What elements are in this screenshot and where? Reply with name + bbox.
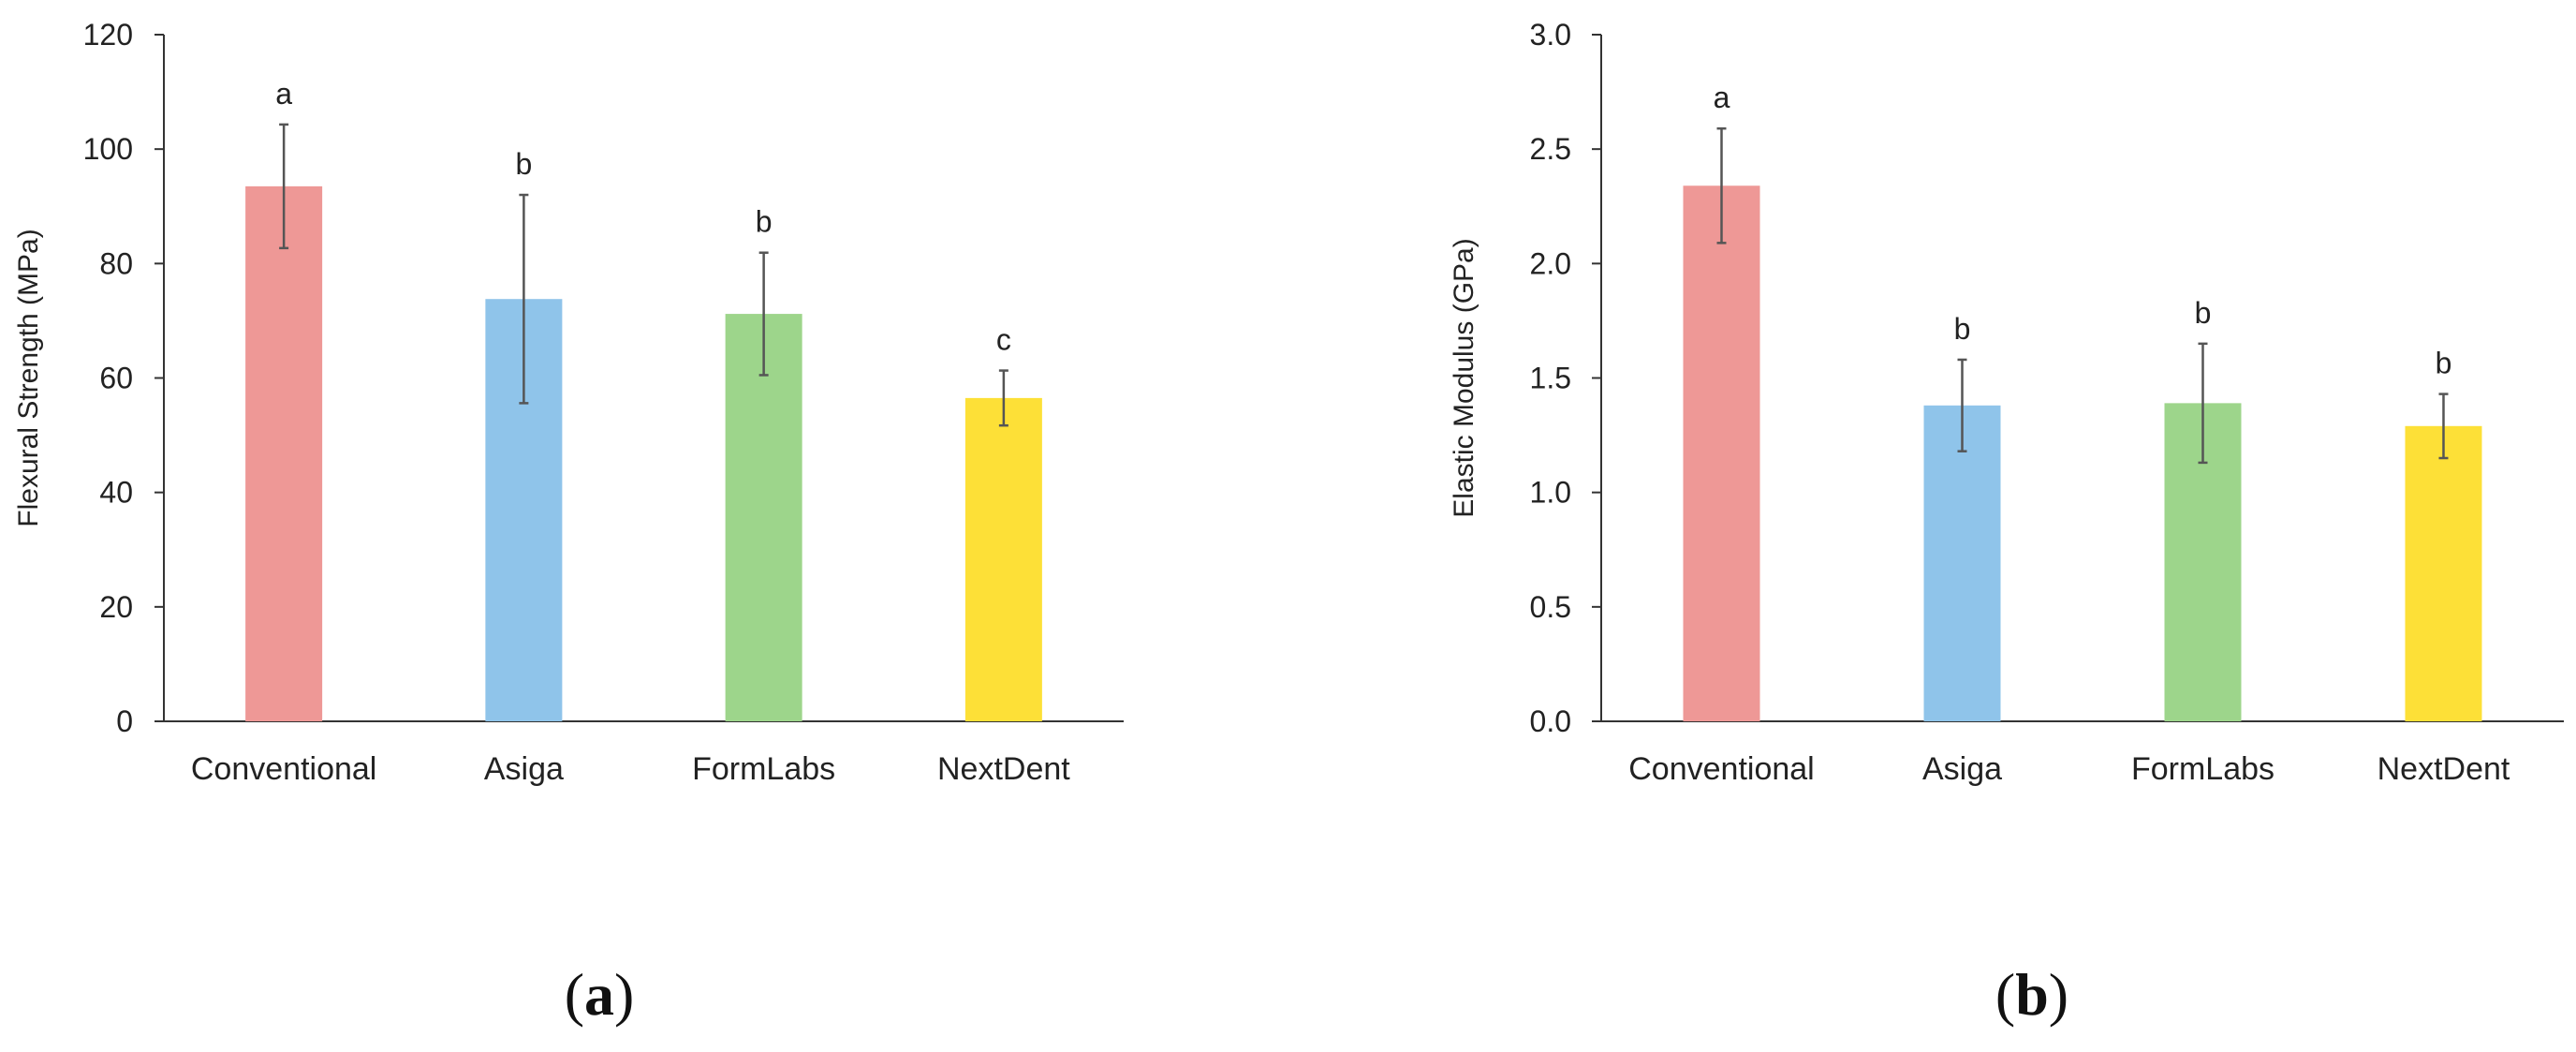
panel-b-ytick-label: 2.0: [1530, 246, 1571, 280]
panel-a-significance-formlabs: b: [756, 205, 773, 239]
panel-a-ytick-label: 20: [99, 590, 133, 624]
panel-a-category-label-asiga: Asiga: [484, 751, 564, 787]
panel-a-y-axis-title: Flexural Strength (MPa): [13, 229, 44, 526]
panel-a-bar-formlabs: [725, 314, 802, 721]
panel-a-ytick-label: 100: [83, 132, 133, 166]
panel-b-caption-letter: b: [2015, 961, 2049, 1028]
panel-a-ytick-label: 0: [116, 704, 133, 738]
panel-b-bar-conventional: [1683, 185, 1760, 721]
panel-a-significance-conventional: a: [275, 77, 292, 111]
panel-b-significance-conventional: a: [1714, 81, 1730, 114]
panel-a-bar-conventional: [245, 185, 323, 721]
panel-b-ytick-label: 1.0: [1530, 476, 1571, 510]
panel-a-ytick-label: 40: [99, 476, 133, 510]
panel-b-category-label-asiga: Asiga: [1922, 751, 2002, 787]
panel-b-category-label-formlabs: FormLabs: [2131, 751, 2274, 787]
panel-a-ytick-label: 80: [99, 246, 133, 280]
panel-b-ytick-label: 1.5: [1530, 362, 1571, 395]
panel-b-category-label-nextdent: NextDent: [2377, 751, 2510, 787]
panel-b-bar-nextdent: [2405, 425, 2482, 721]
panel-b-significance-formlabs: b: [2195, 296, 2212, 330]
panel-b-category-label-conventional: Conventional: [1628, 751, 1814, 787]
panel-b-ytick-label: 2.5: [1530, 132, 1571, 166]
panel-a-category-label-conventional: Conventional: [191, 751, 376, 787]
panel-a-ytick-label: 120: [83, 18, 133, 52]
panel-b-ytick-label: 0.5: [1530, 590, 1571, 624]
panel-b-ytick-label: 0.0: [1530, 704, 1571, 738]
panel-a-category-label-formlabs: FormLabs: [692, 751, 835, 787]
panel-b-y-axis-title: Elastic Modulus (GPa): [1449, 238, 1479, 517]
panel-a-caption: (a): [564, 961, 635, 1028]
panel-a-significance-asiga: b: [515, 147, 532, 181]
panel-b-chart: 0.0 0.5 1.0 1.5 2.0 2.5 3.0 Elastic Modulus (GP…: [1449, 18, 2564, 787]
panel-b-caption: (b): [1995, 961, 2069, 1028]
panel-a-category-label-nextdent: NextDent: [937, 751, 1070, 787]
panel-b-ytick-label: 3.0: [1530, 18, 1571, 52]
panel-a-ytick-label: 60: [99, 362, 133, 395]
panel-b-significance-asiga: b: [1954, 312, 1971, 346]
panel-b-significance-nextdent: b: [2436, 347, 2452, 380]
panel-a-caption-letter: a: [584, 961, 614, 1028]
panel-b-bar-asiga: [1923, 405, 2001, 721]
panel-a-significance-nextdent: c: [996, 323, 1011, 357]
panel-a-bar-nextdent: [964, 397, 1042, 721]
panel-a-chart: 0 20 40 60 80 100 120 Flexural Strength (MPa) a C…: [13, 18, 1124, 787]
